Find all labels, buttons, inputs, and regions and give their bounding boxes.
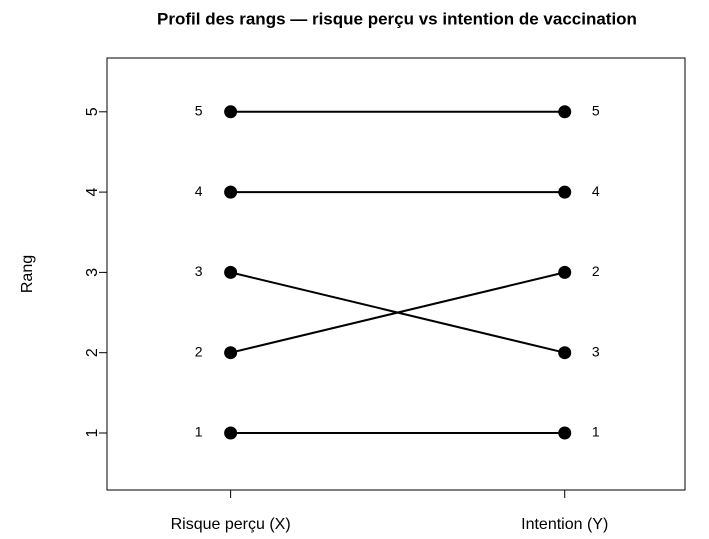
- point: [558, 185, 572, 199]
- y-tick-label: 3: [84, 268, 101, 277]
- y-tick-label: 5: [84, 107, 101, 116]
- point-label: 2: [592, 263, 600, 279]
- point-label: 1: [195, 424, 203, 440]
- point-label: 1: [592, 424, 600, 440]
- slope-line: [230, 271, 565, 354]
- point: [224, 346, 238, 360]
- point-label: 3: [592, 343, 600, 359]
- point: [558, 346, 572, 360]
- chart-title: Profil des rangs — risque perçu vs inten…: [157, 9, 637, 28]
- point: [558, 265, 572, 279]
- y-tick-label: 2: [84, 348, 101, 357]
- point: [558, 426, 572, 440]
- point: [224, 426, 238, 440]
- plot-box: [106, 57, 686, 491]
- point: [558, 105, 572, 119]
- y-tick-label: 4: [84, 188, 101, 197]
- x-tick-label: Risque perçu (X): [171, 516, 291, 533]
- point: [224, 265, 238, 279]
- y-tick-label: 1: [84, 428, 101, 437]
- point-label: 2: [195, 343, 203, 359]
- point: [224, 105, 238, 119]
- x-tick-label: Intention (Y): [521, 516, 608, 533]
- point-label: 5: [592, 103, 600, 119]
- point-label: 3: [195, 263, 203, 279]
- point-label: 4: [195, 183, 203, 199]
- y-axis-label: Rang: [19, 255, 36, 293]
- point-label: 4: [592, 183, 600, 199]
- point-label: 5: [195, 103, 203, 119]
- point: [224, 185, 238, 199]
